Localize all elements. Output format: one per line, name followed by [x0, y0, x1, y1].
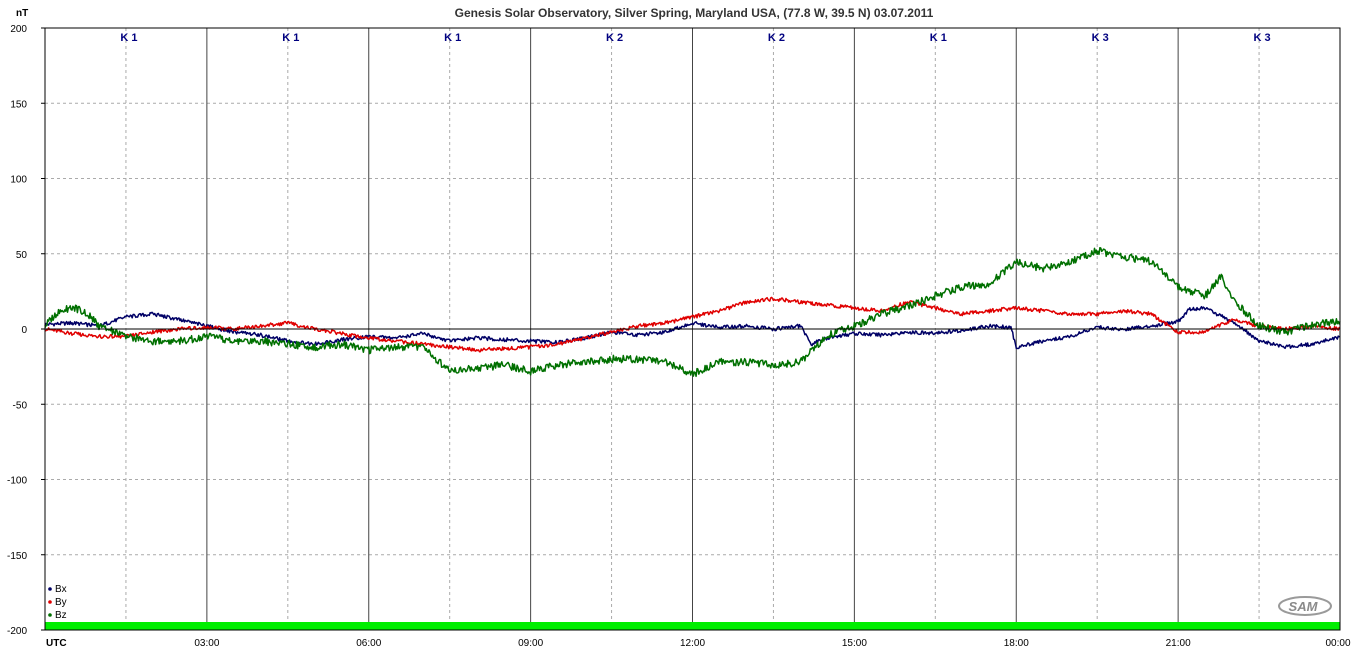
y-axis-unit-label: nT	[16, 8, 28, 19]
k-index-label: K 2	[768, 32, 785, 44]
x-tick-label: 00:00	[1325, 638, 1350, 649]
legend-label-by: By	[55, 597, 67, 608]
chart-title: Genesis Solar Observatory, Silver Spring…	[455, 6, 934, 20]
tick-labels: 200 150 100 50 0 -50 -100 -150 -200 03:00 06:00 09:…	[7, 24, 1351, 649]
x-tick-label: 09:00	[518, 638, 543, 649]
y-tick-label: 150	[10, 99, 27, 110]
legend-label-bx: Bx	[55, 584, 67, 595]
y-tick-label: -100	[7, 476, 27, 487]
x-tick-label: 06:00	[356, 638, 381, 649]
legend-marker-bx	[48, 587, 52, 591]
x-axis-utc-label: UTC	[46, 638, 67, 649]
series-line-by	[45, 296, 1341, 353]
k-index-label: K 3	[1092, 32, 1109, 44]
y-tick-label: 200	[10, 24, 27, 35]
k-index-label: K 1	[930, 32, 947, 44]
status-bar	[45, 622, 1340, 630]
series-line-bz	[44, 246, 1341, 378]
legend-marker-bz	[48, 613, 52, 617]
x-tick-label: 12:00	[680, 638, 705, 649]
axes	[41, 27, 1341, 631]
legend-label-bz: Bz	[55, 610, 67, 621]
sam-logo: SAM	[1278, 596, 1332, 616]
x-tick-label: 21:00	[1166, 638, 1191, 649]
logo-swoosh	[1278, 596, 1332, 616]
y-tick-label: 0	[21, 325, 27, 336]
k-index-label: K 1	[444, 32, 461, 44]
x-tick-label: 15:00	[842, 638, 867, 649]
x-tick-label: 03:00	[194, 638, 219, 649]
y-tick-label: -50	[13, 400, 28, 411]
y-tick-label: 100	[10, 175, 27, 186]
k-index-label: K 3	[1254, 32, 1271, 44]
k-index-labels: K 1 K 1 K 1 K 2 K 2 K 1 K 3 K 3	[120, 32, 1270, 44]
k-index-label: K 1	[120, 32, 137, 44]
legend-marker-by	[48, 600, 52, 604]
k-index-label: K 1	[282, 32, 299, 44]
y-tick-label: 50	[16, 250, 28, 261]
y-tick-label: -150	[7, 551, 27, 562]
legend: Bx By Bz	[48, 584, 67, 621]
x-tick-label: 18:00	[1004, 638, 1029, 649]
logo-text: SAM	[1289, 599, 1319, 614]
y-tick-label: -200	[7, 626, 27, 637]
k-index-label: K 2	[606, 32, 623, 44]
